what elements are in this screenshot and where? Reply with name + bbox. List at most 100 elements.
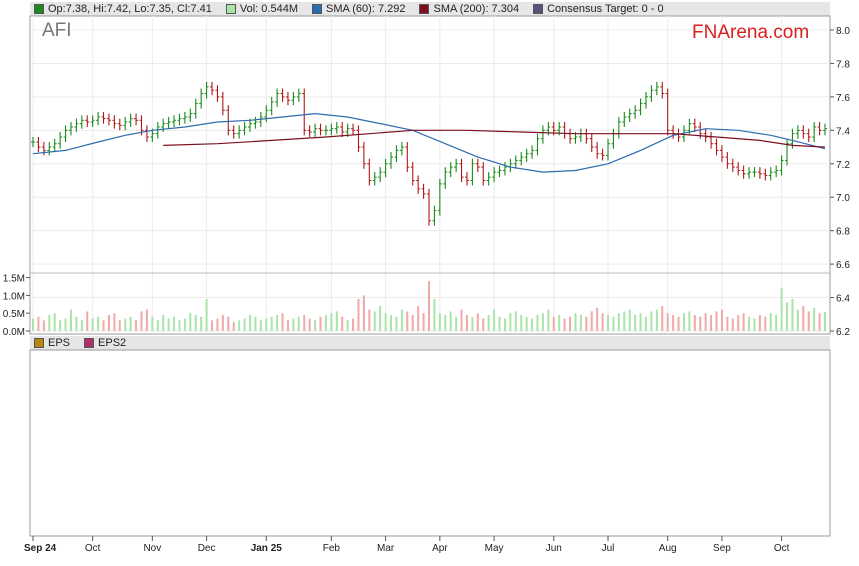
price-bar [101,111,106,124]
volume-bar [569,316,572,331]
price-bar [638,98,643,116]
price-bar [296,88,301,102]
price-bar [220,91,225,116]
price-bar [410,162,415,186]
volume-bar [682,313,685,331]
price-bar [275,88,280,107]
top-legend-label: SMA (200): 7.304 [433,3,520,15]
ticker-symbol: AFI [42,20,72,41]
volume-bar [824,311,826,331]
price-bar [361,142,366,169]
volume-bar [37,316,40,331]
price-bar [79,115,84,129]
volume-bar [438,313,441,331]
price-bar [768,167,773,181]
top-legend: Op:7.38, Hi:7.42, Lo:7.35, Cl:7.41 Vol: 0… [34,3,678,15]
price-bar [74,118,79,133]
price-bar [334,121,339,134]
volume-bar [433,298,436,331]
volume-bar [465,314,468,331]
price-bar [36,137,41,153]
volume-bar [775,314,778,331]
price-bar [730,158,735,173]
price-bar [502,162,507,176]
price-bar [492,167,497,183]
volume-bar [704,313,707,331]
volume-bar [514,311,517,331]
volume-bar [503,318,506,331]
eps-legend-swatch-icon [34,338,44,348]
price-bar [649,85,654,102]
volume-bar [715,311,718,331]
price-bar [443,167,448,189]
volume-bar [254,316,257,331]
price-bar [530,145,535,159]
volume-bar [509,313,512,331]
price-bar [622,111,627,127]
price-bar [177,113,182,126]
price-bar [806,128,811,143]
volume-bar [276,314,279,331]
volume-bar [764,316,767,331]
brand-logo: FNArena.com [692,22,810,43]
volume-bar [802,306,805,331]
volume-bar [547,309,550,331]
price-bar [302,88,307,136]
price-bar [253,116,258,129]
month-tick-label: Mar [377,543,395,554]
volume-bar [552,316,555,331]
month-tick-label: May [485,543,504,554]
price-bar [752,167,757,178]
price-bar [215,85,220,102]
top-legend-swatch-icon [419,4,430,14]
volume-bar [525,316,528,331]
volume-bar [314,320,317,331]
price-bar [123,116,128,131]
price-bar [351,123,356,136]
price-bar [106,113,111,126]
price-bar [63,125,68,143]
volume-bar [308,318,311,331]
volume-bar [335,311,338,331]
price-tick-label: 7.0 [836,193,850,204]
price-tick-label: 6.2 [836,327,850,338]
volume-bar [362,295,365,331]
price-tick-label: 7.6 [836,93,850,104]
volume-bar [86,311,89,331]
price-bar [399,142,404,156]
price-bar [817,121,822,136]
volume-bar [579,314,582,331]
price-bar [763,168,768,181]
volume-bar [661,306,664,331]
volume-bar [211,320,214,331]
volume-bar [574,313,577,331]
volume-bar [417,306,420,331]
volume-bar [780,288,783,331]
price-bar [356,125,361,153]
price-bar [741,165,746,179]
volume-bar [292,318,295,331]
price-bar [269,96,274,116]
price-bar [378,167,383,183]
volume-bar [216,318,219,331]
price-bar [470,158,475,186]
price-bar [437,178,442,216]
price-bar [166,116,171,129]
price-bar [383,158,388,178]
price-bar [464,172,469,186]
price-bar [68,121,73,136]
top-legend-label: Vol: 0.544M [239,3,298,15]
volume-bar [493,309,496,331]
price-bar [714,138,719,156]
month-tick-label: Apr [432,543,448,554]
volume-bar [672,314,675,331]
volume-bar [238,320,241,331]
volume-bar [536,314,539,331]
volume-bar [32,318,34,331]
volume-bar [471,316,474,331]
price-bar [231,125,236,139]
volume-bar [699,316,702,331]
price-bar [747,167,752,179]
volume-bar [813,307,816,331]
